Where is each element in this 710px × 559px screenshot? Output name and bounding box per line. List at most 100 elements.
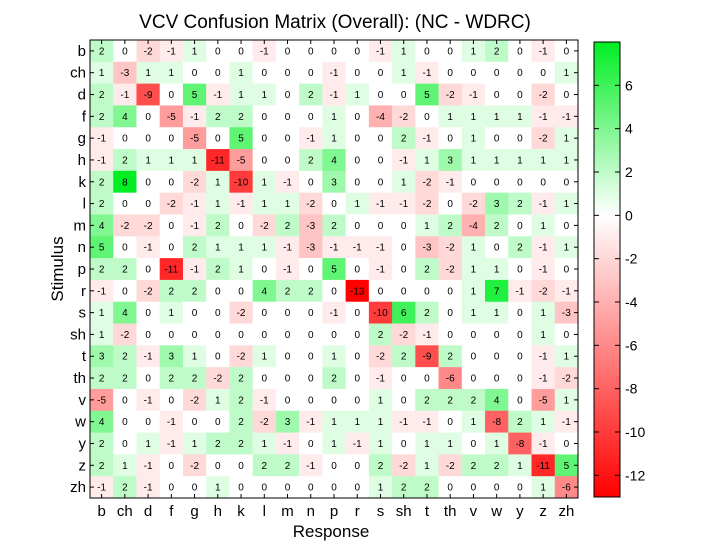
cell-value-label: 1 <box>517 112 523 123</box>
cell-value-label: 4 <box>122 308 128 319</box>
cell-value-label: 0 <box>354 46 360 57</box>
cell-value-label: -1 <box>376 46 385 57</box>
heatmap-cell <box>182 105 207 128</box>
cell-value-label: 0 <box>262 374 268 385</box>
cell-value-label: 2 <box>192 286 198 297</box>
cell-value-label: 0 <box>447 483 453 494</box>
cell-value-label: 2 <box>122 374 128 385</box>
cell-value-label: 2 <box>401 134 407 145</box>
heatmap-cell <box>461 149 486 172</box>
cell-value-label: 0 <box>494 68 500 79</box>
heatmap-cell <box>485 258 509 281</box>
heatmap-cell <box>554 367 579 390</box>
heatmap-cell <box>508 301 532 324</box>
heatmap-cell <box>392 236 416 259</box>
cell-value-label: 0 <box>122 199 128 210</box>
cell-value-label: 1 <box>540 155 546 166</box>
heatmap-cell <box>136 323 161 346</box>
cell-value-label: 0 <box>308 439 314 450</box>
heatmap-cell <box>368 127 393 150</box>
heatmap-cell <box>299 410 323 433</box>
y-tick-label: sh <box>70 326 86 343</box>
heatmap-cell <box>182 432 207 455</box>
heatmap-cell <box>299 454 323 477</box>
heatmap-cell <box>554 149 579 172</box>
cell-value-label: 1 <box>145 155 151 166</box>
x-tick-label: z <box>539 503 547 520</box>
cell-value-label: 1 <box>169 68 175 79</box>
colorbar-tick-label: -10 <box>625 424 645 440</box>
heatmap-cell <box>299 258 323 281</box>
heatmap-cell <box>368 258 393 281</box>
heatmap-cell <box>438 476 463 499</box>
x-tick-label: d <box>144 503 152 520</box>
heatmap-cell <box>275 127 300 150</box>
heatmap-cell <box>136 127 161 150</box>
cell-value-label: 4 <box>99 221 105 232</box>
heatmap-cell <box>322 323 347 346</box>
heatmap-cell <box>461 105 486 128</box>
cell-value-label: 1 <box>401 46 407 57</box>
cell-value-label: 3 <box>169 352 175 363</box>
cell-value-label: 1 <box>192 352 198 363</box>
heatmap-cell <box>252 214 277 237</box>
cell-value-label: 0 <box>238 461 244 472</box>
heatmap-cell <box>345 388 370 412</box>
heatmap-cell <box>508 454 532 477</box>
cell-value-label: -2 <box>446 90 455 101</box>
heatmap-cell <box>159 432 184 455</box>
cell-value-label: 2 <box>99 461 105 472</box>
cell-value-label: -2 <box>399 330 408 341</box>
cell-value-label: -2 <box>144 286 153 297</box>
cell-value-label: 0 <box>262 330 268 341</box>
cell-value-label: 8 <box>122 177 128 188</box>
cell-value-label: -2 <box>422 199 431 210</box>
cell-value-label: 0 <box>401 395 407 406</box>
heatmap-cell <box>531 388 556 412</box>
cell-value-label: 0 <box>331 46 337 57</box>
heatmap-cell <box>252 454 277 477</box>
heatmap-cell <box>392 279 416 303</box>
heatmap-cell <box>461 410 486 433</box>
cell-value-label: 2 <box>215 439 221 450</box>
cell-value-label: -2 <box>190 177 199 188</box>
cell-value-label: -1 <box>97 155 106 166</box>
cell-value-label: 1 <box>471 265 477 276</box>
cell-value-label: 0 <box>215 286 221 297</box>
cell-value-label: 0 <box>122 395 128 406</box>
heatmap-cell <box>113 345 137 368</box>
heatmap-cell <box>206 410 230 433</box>
heatmap-cell <box>345 345 370 368</box>
cell-value-label: 0 <box>447 199 453 210</box>
heatmap-cell <box>392 149 416 172</box>
heatmap-cell <box>322 170 347 194</box>
cell-value-label: 1 <box>331 417 337 428</box>
cell-value-label: 0 <box>285 308 291 319</box>
cell-value-label: 0 <box>122 286 128 297</box>
cell-value-label: 0 <box>308 395 314 406</box>
heatmap-cell <box>90 345 114 368</box>
heatmap-cell <box>554 61 579 85</box>
heatmap-cell <box>159 127 184 150</box>
x-tick-label: s <box>377 503 385 520</box>
heatmap-cell <box>113 388 137 412</box>
cell-value-label: 1 <box>262 90 268 101</box>
cell-value-label: 2 <box>285 286 291 297</box>
cell-value-label: 0 <box>424 286 430 297</box>
cell-value-label: 0 <box>354 221 360 232</box>
cell-value-label: 1 <box>471 308 477 319</box>
cell-value-label: 0 <box>169 461 175 472</box>
heatmap-cell <box>252 279 277 303</box>
cell-value-label: 0 <box>447 417 453 428</box>
cell-value-label: 1 <box>262 439 268 450</box>
heatmap-cell <box>438 454 463 477</box>
cell-value-label: 1 <box>331 134 337 145</box>
cell-value-label: 1 <box>378 395 384 406</box>
heatmap-cell <box>554 476 579 499</box>
cell-value-label: -3 <box>306 221 315 232</box>
cell-value-label: 0 <box>192 68 198 79</box>
cell-value-label: 0 <box>424 374 430 385</box>
heatmap-cell <box>461 61 486 85</box>
cell-value-label: -4 <box>376 112 385 123</box>
